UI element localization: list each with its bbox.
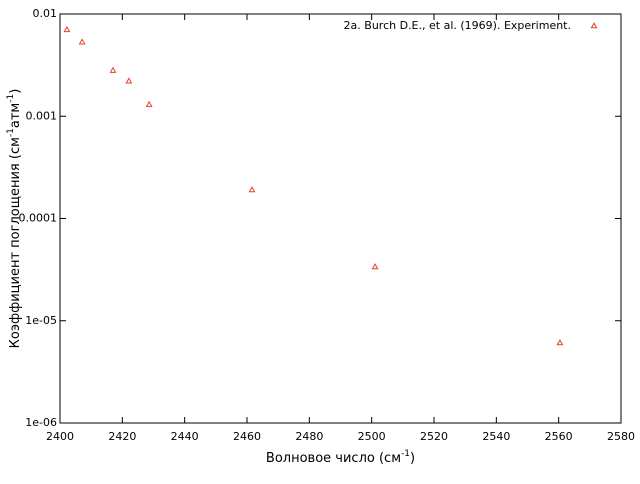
x-tick-label: 2460: [233, 430, 261, 443]
y-axis-title: Коэффициент поглощения (см-1атм-1): [6, 89, 23, 349]
x-tick-label: 2580: [607, 430, 635, 443]
legend-label: 2a. Burch D.E., et al. (1969). Experimen…: [344, 19, 571, 32]
x-tick-label: 2420: [108, 430, 136, 443]
x-axis-title-part: ): [410, 451, 415, 466]
x-tick-label: 2540: [482, 430, 510, 443]
legend-marker: [590, 22, 598, 29]
x-tick-label: 2440: [171, 430, 199, 443]
x-tick-label: 2480: [295, 430, 323, 443]
y-tick-label: 0.01: [33, 7, 58, 20]
data-point: [556, 339, 564, 346]
y-axis-title-part: Коэффициент поглощения (см: [8, 137, 23, 348]
x-axis-title: Волновое число (см-1): [266, 449, 415, 466]
data-point: [248, 186, 256, 193]
x-tick-label: 2560: [545, 430, 573, 443]
data-point: [125, 77, 133, 84]
x-tick-label: 2500: [358, 430, 386, 443]
y-tick-label: 0.0001: [19, 212, 58, 225]
y-tick-label: 0.001: [26, 109, 58, 122]
y-axis-title-sup: -1: [6, 94, 16, 103]
data-point: [63, 26, 71, 33]
data-point: [78, 38, 86, 45]
data-point: [145, 100, 153, 107]
data-point: [109, 66, 117, 73]
x-tick-label: 2400: [46, 430, 74, 443]
data-point: [371, 263, 379, 270]
y-axis-title-part: ): [8, 89, 23, 94]
y-axis-title-part: атм: [8, 103, 23, 128]
y-tick-label: 1e-06: [25, 416, 57, 429]
y-axis-title-sup: -1: [6, 128, 16, 137]
y-tick-label: 1e-05: [25, 314, 57, 327]
x-tick-label: 2520: [420, 430, 448, 443]
x-axis-title-part: Волновое число (см: [266, 451, 401, 466]
x-axis-title-sup: -1: [401, 449, 410, 459]
plot-frame: [59, 13, 622, 424]
